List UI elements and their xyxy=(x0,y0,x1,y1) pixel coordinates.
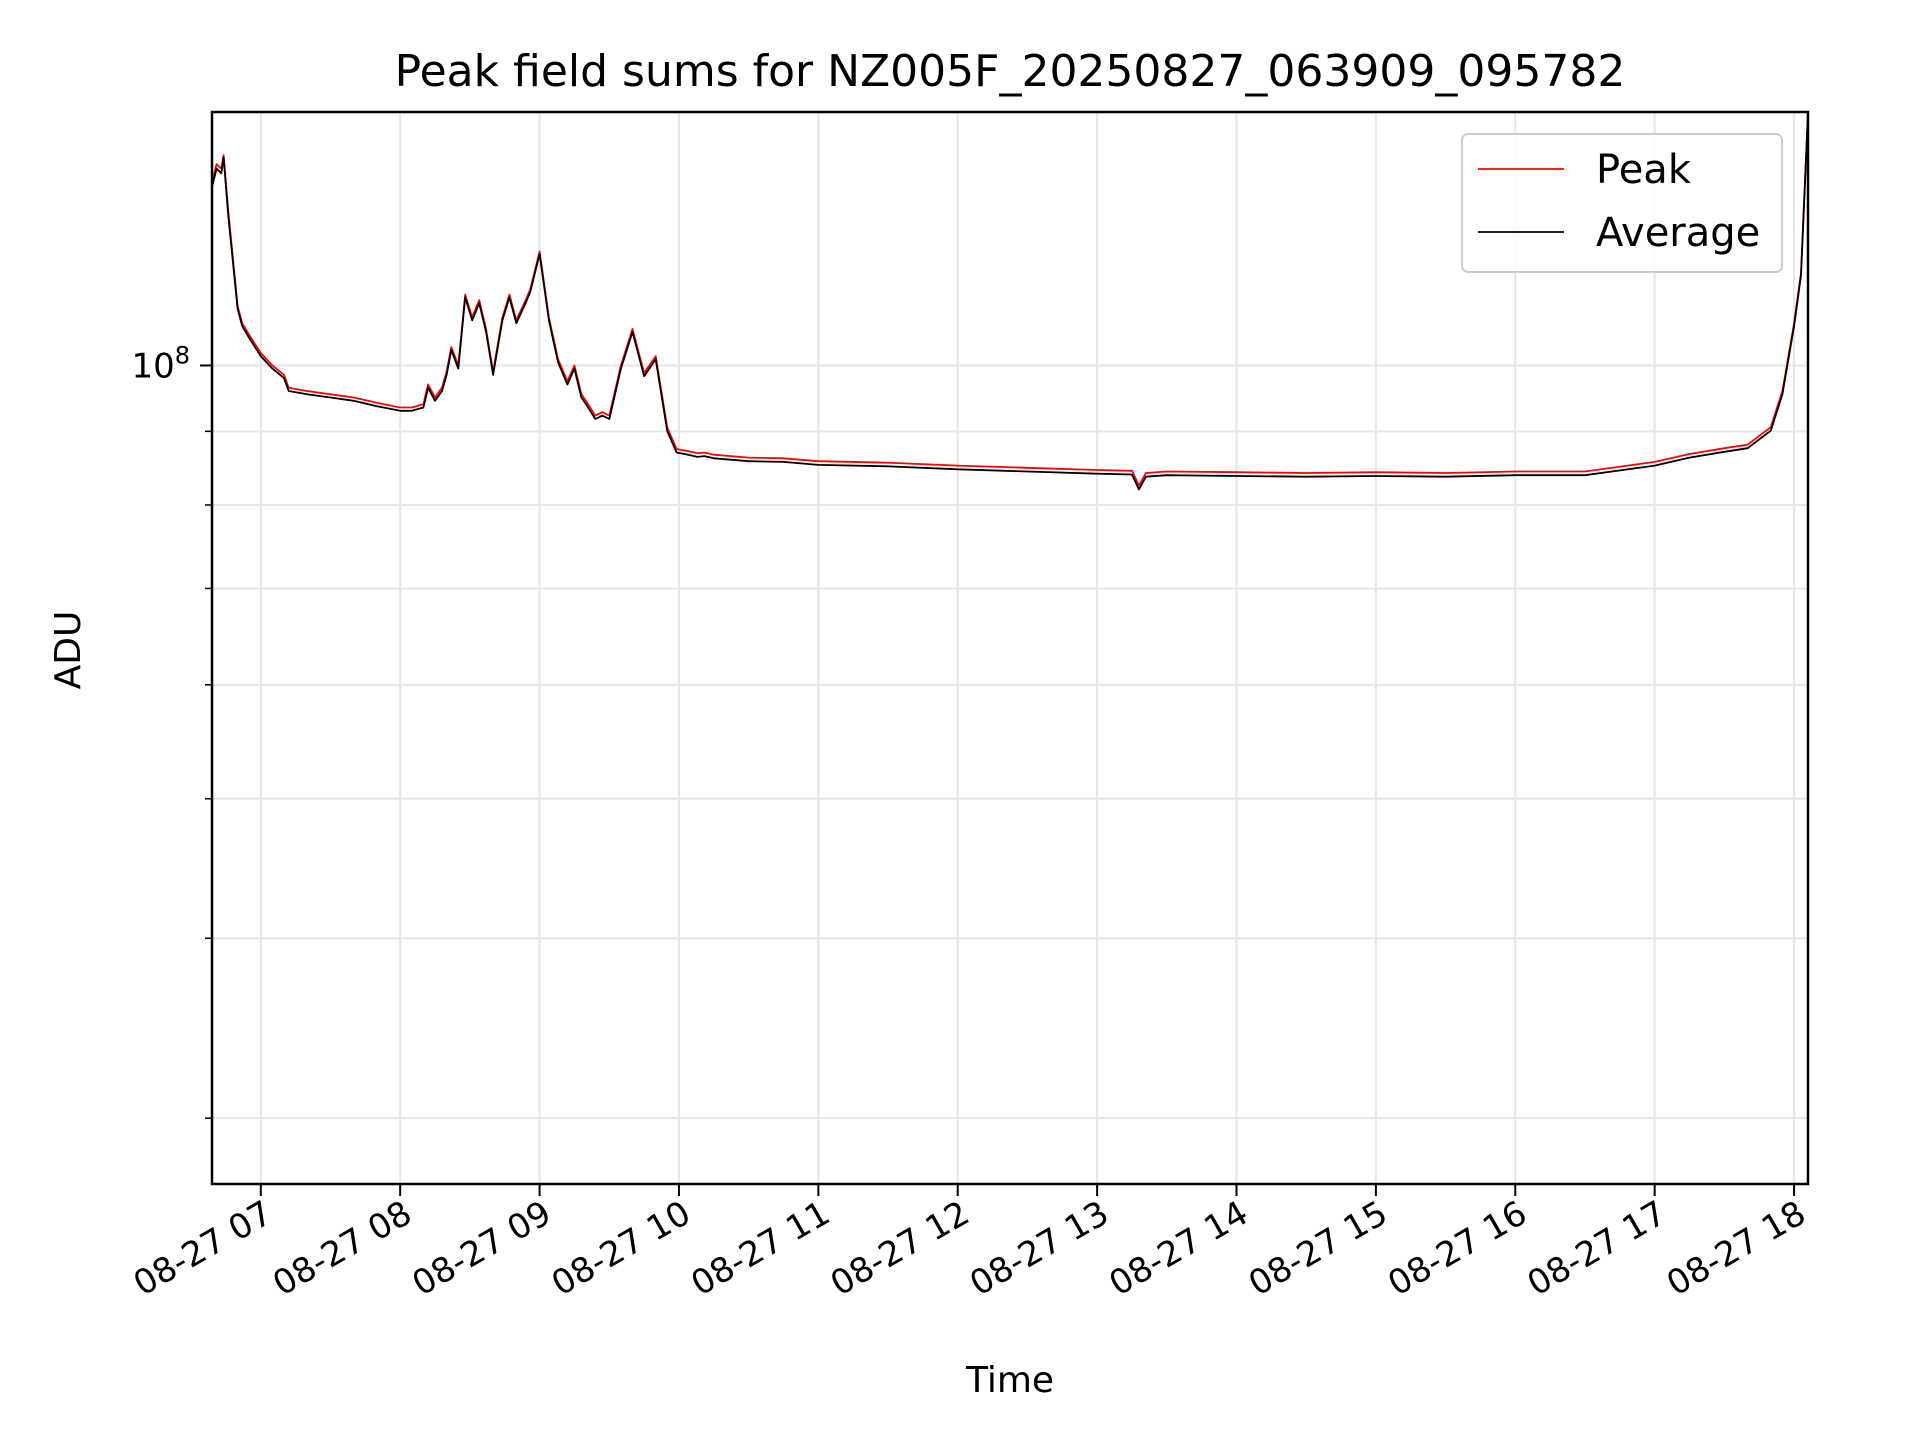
y-tick-label: 108 xyxy=(131,341,190,386)
legend-label-average: Average xyxy=(1596,210,1760,256)
grid xyxy=(212,112,1808,1184)
series-lines xyxy=(211,111,1809,491)
plot-frame xyxy=(210,110,1810,1186)
chart-title: Peak field sums for NZ005F_20250827_0639… xyxy=(395,46,1626,97)
x-axis-label: Time xyxy=(965,1360,1054,1401)
y-axis-label: ADU xyxy=(48,611,89,690)
legend: Peak Average xyxy=(1461,133,1783,273)
legend-label-peak: Peak xyxy=(1596,147,1692,193)
series-line-average xyxy=(211,111,1809,491)
